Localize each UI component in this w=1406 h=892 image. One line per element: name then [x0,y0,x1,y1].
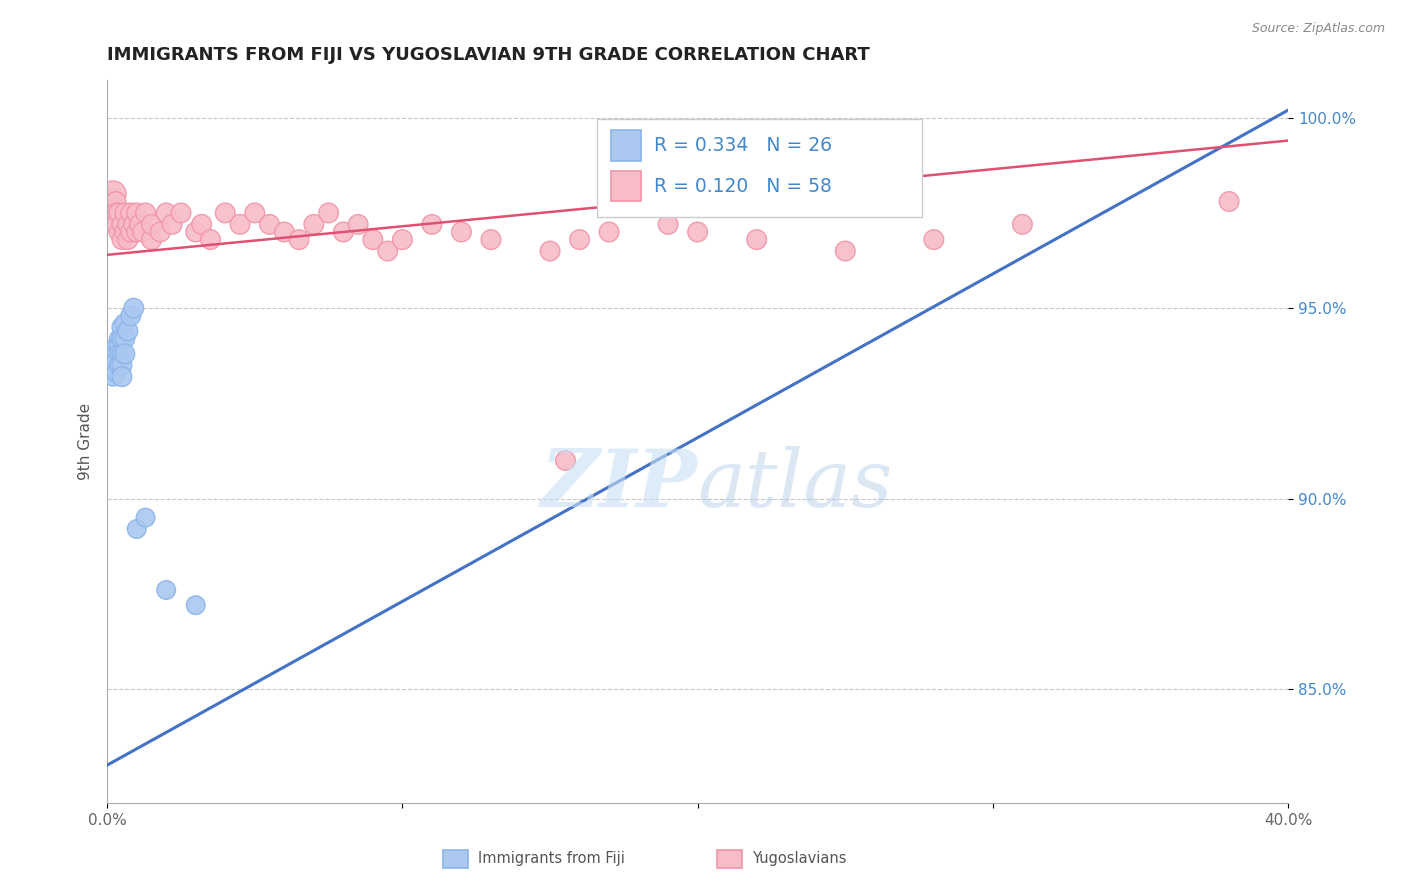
Point [554,453,576,467]
Point [111,369,134,384]
Y-axis label: 9th Grade: 9th Grade [79,403,93,480]
Point [149,225,172,239]
Point [117,233,139,247]
Point [288,233,311,247]
Point [117,218,139,232]
Point [111,347,134,361]
Point [1218,194,1240,209]
FancyBboxPatch shape [612,171,641,202]
Point [125,206,148,220]
Point [101,186,124,201]
Point [105,347,128,361]
Point [302,218,325,232]
Point [105,194,128,209]
Point [114,332,136,346]
Point [105,206,128,220]
Point [450,225,472,239]
Text: Immigrants from Fiji: Immigrants from Fiji [478,852,624,866]
Text: Source: ZipAtlas.com: Source: ZipAtlas.com [1251,22,1385,36]
Point [111,332,134,346]
FancyBboxPatch shape [612,130,641,161]
Point [361,233,384,247]
Text: atlas: atlas [697,446,893,524]
Point [120,309,142,323]
Point [922,233,945,247]
Text: ZIP: ZIP [541,446,697,524]
Point [114,317,136,331]
Point [98,359,121,373]
Point [1011,218,1033,232]
Point [598,225,620,239]
Point [214,206,236,220]
Point [155,582,177,597]
Point [101,354,124,368]
Point [141,218,163,232]
Point [160,218,183,232]
Point [229,218,252,232]
Point [111,320,134,334]
Point [101,206,124,220]
Point [111,218,134,232]
Point [120,206,142,220]
Point [568,233,591,247]
Point [170,206,193,220]
Text: Yugoslavians: Yugoslavians [752,852,846,866]
Point [108,332,131,346]
Point [686,225,709,239]
Point [538,244,561,258]
Point [190,218,212,232]
Point [259,218,281,232]
Point [114,206,136,220]
Text: IMMIGRANTS FROM FIJI VS YUGOSLAVIAN 9TH GRADE CORRELATION CHART: IMMIGRANTS FROM FIJI VS YUGOSLAVIAN 9TH … [107,46,870,64]
Point [128,218,150,232]
Point [125,225,148,239]
Point [479,233,502,247]
Point [105,218,128,232]
Point [108,206,131,220]
FancyBboxPatch shape [598,120,922,217]
Point [114,225,136,239]
Point [117,324,139,338]
Point [318,206,340,220]
Point [108,359,131,373]
Point [141,233,163,247]
Point [105,354,128,368]
Point [135,510,157,524]
Point [111,233,134,247]
Point [101,369,124,384]
Point [98,194,121,209]
Point [657,218,679,232]
Point [105,366,128,380]
Text: R = 0.334   N = 26: R = 0.334 N = 26 [654,136,832,155]
Point [108,347,131,361]
Point [122,301,145,315]
Point [135,206,157,220]
Point [98,206,121,220]
Text: R = 0.120   N = 58: R = 0.120 N = 58 [654,177,832,195]
Point [200,233,222,247]
Point [273,225,295,239]
Point [114,347,136,361]
Point [122,218,145,232]
Point [347,218,370,232]
Point [243,206,266,220]
Point [108,225,131,239]
Point [391,233,413,247]
Point [105,339,128,353]
Point [120,225,142,239]
Point [111,359,134,373]
Point [184,598,207,612]
Point [184,225,207,239]
Point [420,218,443,232]
Point [332,225,354,239]
Point [377,244,399,258]
Point [155,206,177,220]
Point [108,339,131,353]
Point [834,244,856,258]
Point [131,225,153,239]
Point [125,522,148,536]
Point [745,233,768,247]
